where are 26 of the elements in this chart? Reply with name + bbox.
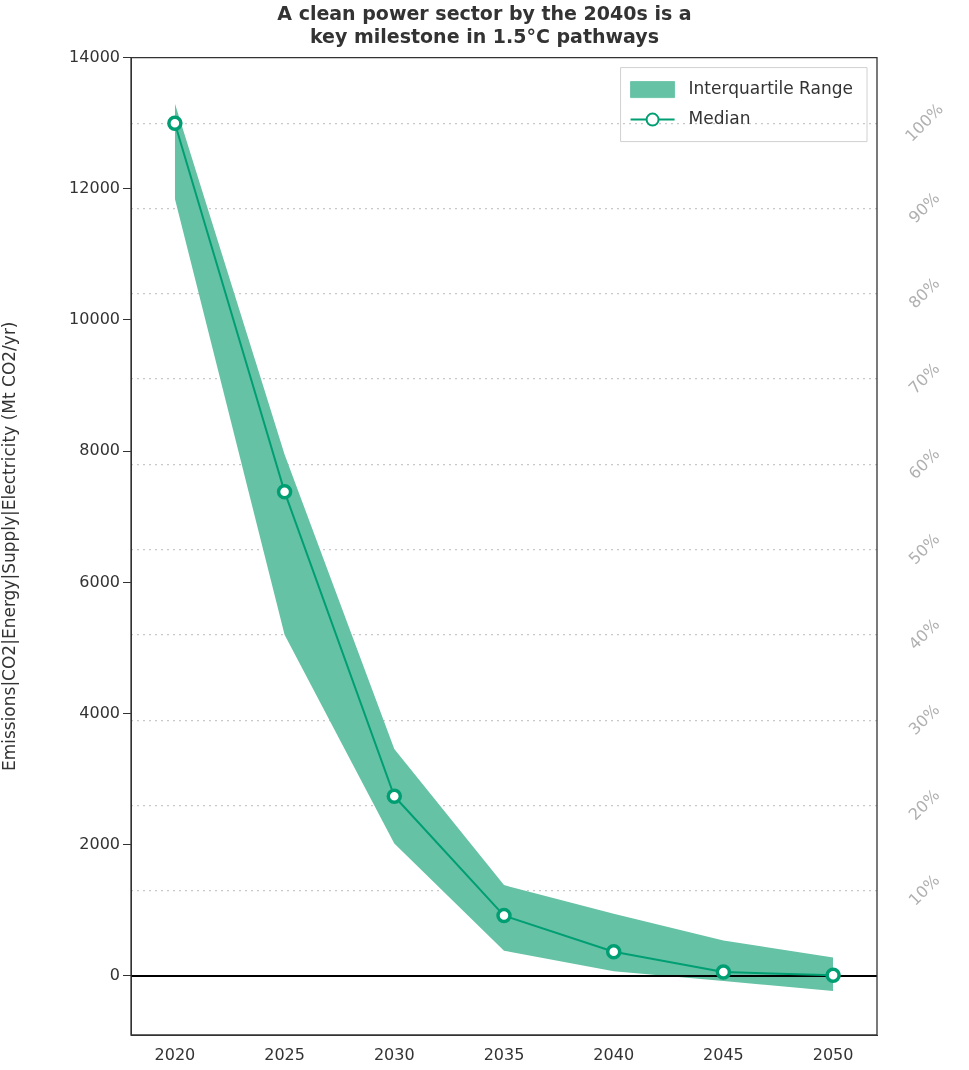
chart-title: A clean power sector by the 2040s is a key milestone in 1.5°C pathways	[277, 2, 692, 48]
point	[496, 907, 512, 924]
x-tick-label: 2040	[593, 1044, 635, 1064]
x-tick-label: 2045	[703, 1044, 744, 1064]
x-tick-label: 2020	[154, 1044, 196, 1064]
point	[825, 967, 841, 984]
x-tick-label: 2025	[264, 1044, 305, 1064]
y-tick-label: 2000	[79, 833, 120, 853]
legend-label: Interquartile Range	[688, 78, 854, 99]
point	[715, 964, 732, 980]
y-tick-label: 12000	[69, 177, 120, 197]
x-tick-label: 2050	[812, 1044, 854, 1064]
point	[386, 788, 403, 804]
y-tick-label: 14000	[69, 46, 120, 66]
point	[276, 484, 293, 500]
y-tick-label: 6000	[79, 571, 120, 591]
legend-label: Median	[688, 108, 751, 129]
x-tick-label: 2035	[483, 1044, 525, 1064]
y-tick-label: 4000	[79, 702, 120, 722]
y-axis-title: Emissions|CO2|Energy|Supply|Electricity (Mt CO2/yr)	[0, 321, 19, 772]
x-tick-label: 2030	[373, 1044, 415, 1064]
point	[167, 115, 183, 131]
y-tick-label: 8000	[79, 440, 120, 460]
y-tick-label: 0	[109, 965, 120, 985]
y-tick-label: 10000	[69, 309, 120, 329]
point	[605, 943, 622, 960]
